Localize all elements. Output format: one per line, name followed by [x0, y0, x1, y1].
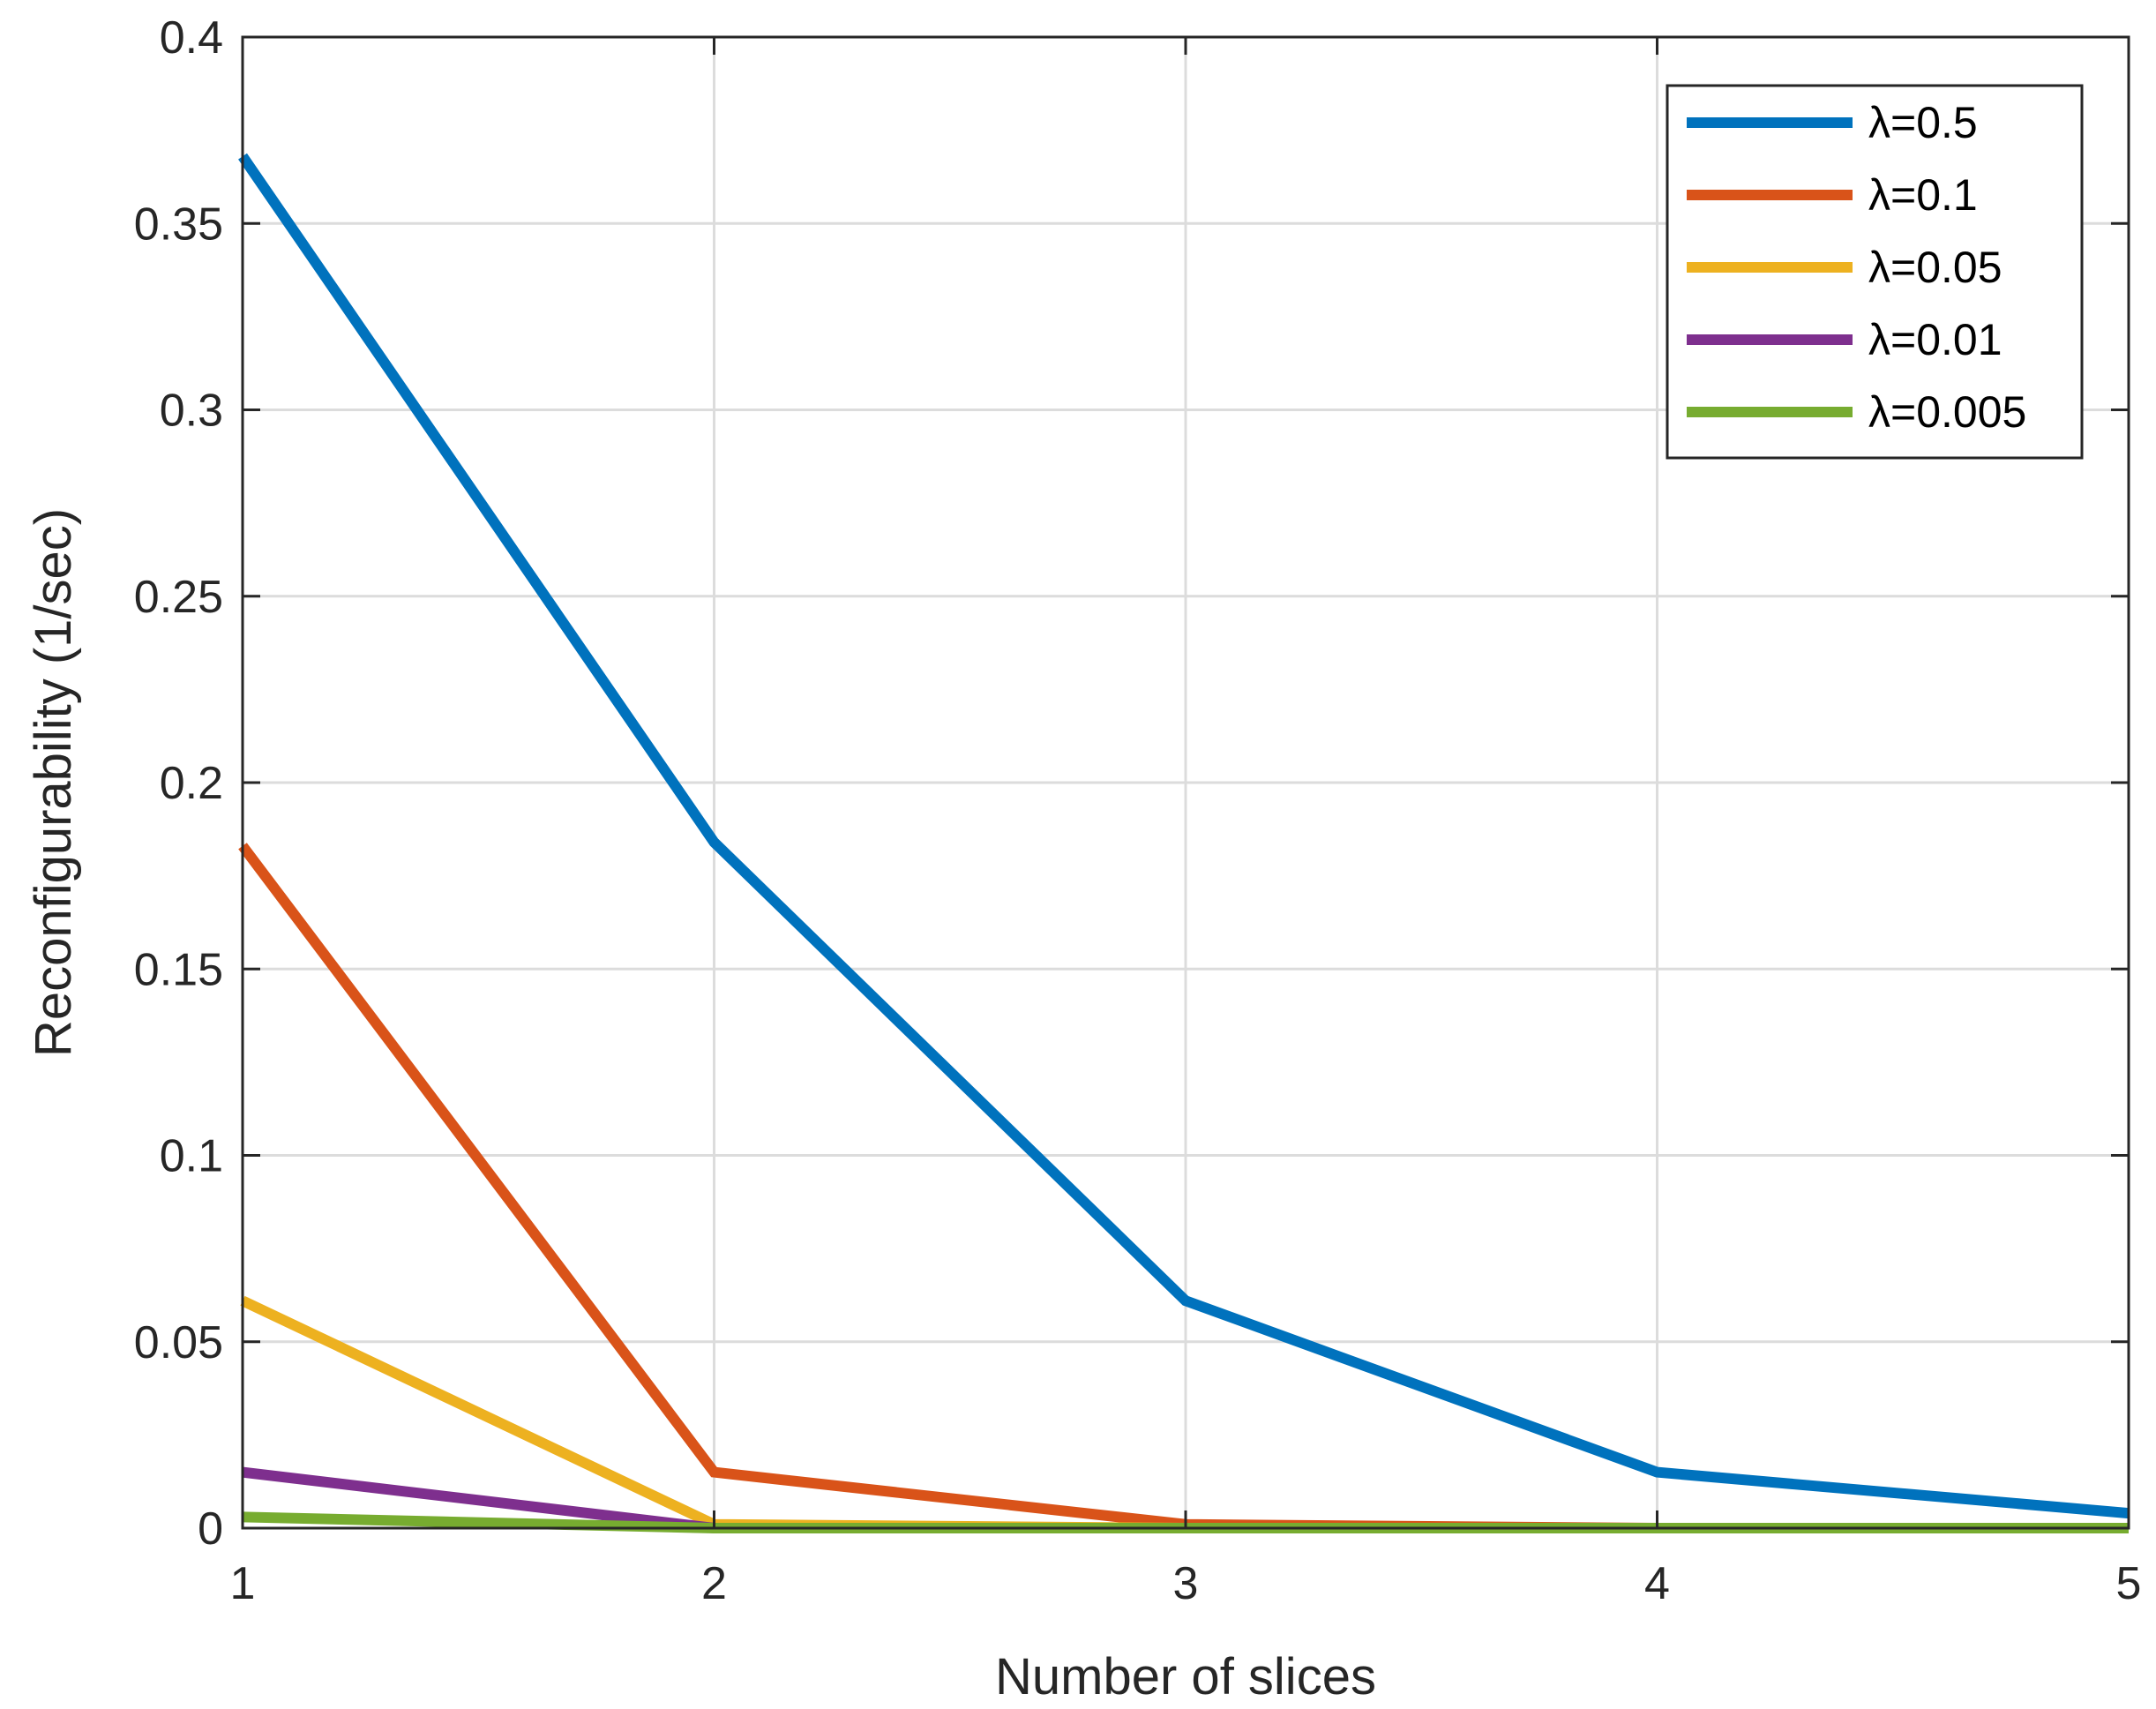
x-tick-label: 4 — [1644, 1558, 1670, 1609]
series-line-1 — [238, 153, 2130, 1519]
y-axis-label: Reconfigurability (1/sec) — [25, 508, 82, 1057]
x-tick-label: 3 — [1173, 1558, 1199, 1609]
x-tick-labels: 1 2 3 4 5 — [230, 1558, 2142, 1609]
y-tick-labels: 0 0.05 0.1 0.15 0.2 0.25 0.3 0.35 0.4 — [134, 12, 223, 1555]
legend-label-3: λ=0.05 — [1868, 243, 2003, 292]
x-tick-label: 2 — [701, 1558, 727, 1609]
x-tick-label: 5 — [2116, 1558, 2142, 1609]
y-tick-label: 0.1 — [160, 1131, 223, 1182]
y-tick-label: 0 — [198, 1503, 223, 1555]
y-tick-label: 0.4 — [160, 12, 223, 64]
legend: λ=0.5 λ=0.1 λ=0.05 λ=0.01 λ=0.005 — [1666, 84, 2084, 460]
axis-ticks — [241, 35, 2130, 1530]
y-tick-label: 0.15 — [134, 944, 223, 995]
y-tick-label: 0.35 — [134, 199, 223, 250]
x-axis-label: Number of slices — [995, 1648, 1376, 1705]
legend-label-5: λ=0.005 — [1868, 387, 2026, 437]
legend-label-2: λ=0.1 — [1868, 170, 1978, 220]
y-tick-label: 0.3 — [160, 386, 223, 437]
y-tick-label: 0.2 — [160, 758, 223, 809]
legend-label-1: λ=0.5 — [1868, 98, 1978, 147]
x-tick-label: 1 — [230, 1558, 256, 1609]
legend-label-4: λ=0.01 — [1868, 315, 2003, 364]
y-tick-label: 0.25 — [134, 572, 223, 623]
y-tick-label: 0.05 — [134, 1317, 223, 1368]
